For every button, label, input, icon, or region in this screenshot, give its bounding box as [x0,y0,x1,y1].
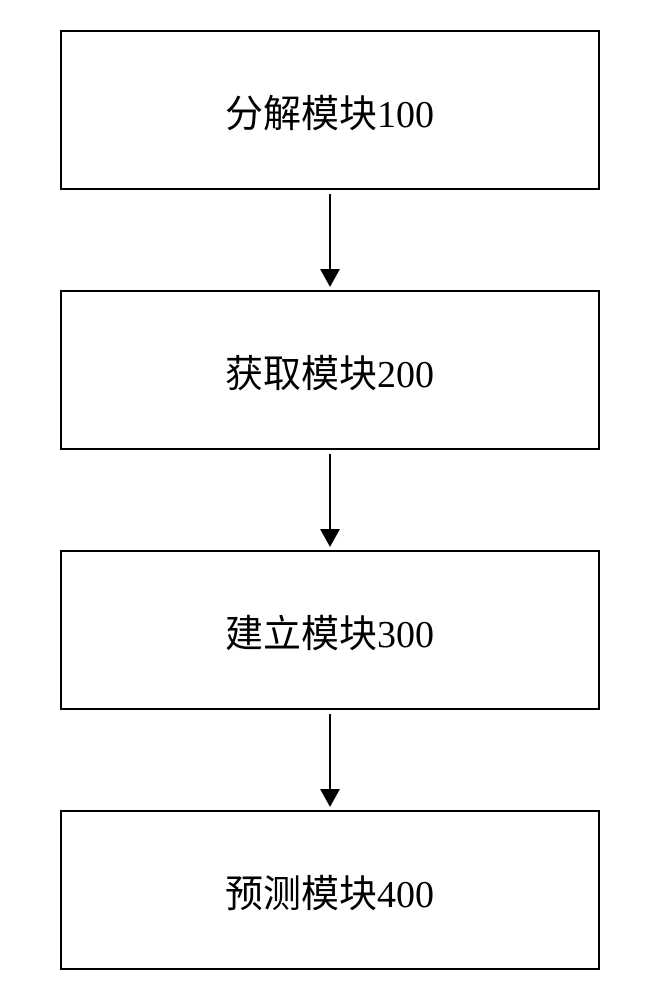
node-label: 建立模块300 [225,603,434,658]
arrow-line [329,454,331,529]
flowchart-node-1: 分解模块100 [60,30,600,190]
node-label: 预测模块400 [225,863,434,918]
arrow-head-icon [320,269,340,287]
arrow-head-icon [320,529,340,547]
flowchart-arrow-3 [320,710,340,810]
node-label: 分解模块100 [225,83,434,138]
flowchart-node-4: 预测模块400 [60,810,600,970]
flowchart-container: 分解模块100 获取模块200 建立模块300 预测模块400 [50,30,609,970]
node-label: 获取模块200 [225,343,434,398]
arrow-head-icon [320,789,340,807]
flowchart-node-2: 获取模块200 [60,290,600,450]
flowchart-node-3: 建立模块300 [60,550,600,710]
flowchart-arrow-1 [320,190,340,290]
flowchart-arrow-2 [320,450,340,550]
arrow-line [329,714,331,789]
arrow-line [329,194,331,269]
